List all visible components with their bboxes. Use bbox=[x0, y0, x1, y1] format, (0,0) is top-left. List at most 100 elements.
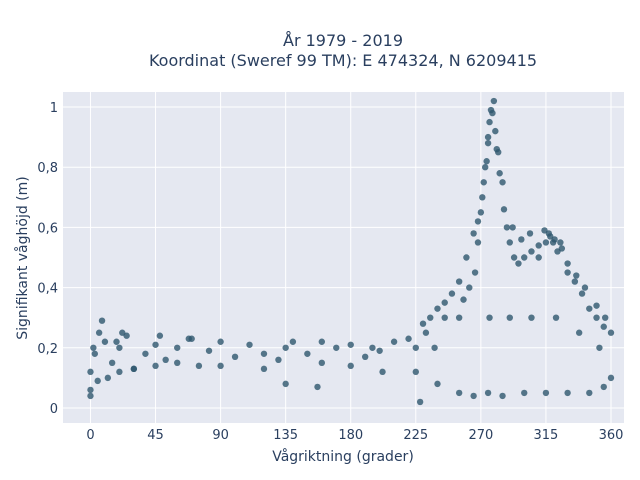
data-point bbox=[571, 278, 579, 285]
data-point bbox=[87, 386, 94, 394]
data-point bbox=[113, 338, 120, 345]
data-point bbox=[116, 344, 123, 351]
data-point bbox=[116, 368, 123, 376]
data-point bbox=[390, 338, 398, 345]
data-point bbox=[376, 347, 383, 354]
data-point bbox=[509, 224, 516, 231]
data-point bbox=[490, 97, 498, 105]
data-point bbox=[573, 272, 580, 279]
data-point bbox=[94, 377, 101, 385]
data-point bbox=[600, 383, 607, 391]
data-point bbox=[87, 368, 94, 376]
data-point bbox=[304, 350, 311, 357]
data-point bbox=[379, 368, 386, 376]
data-point bbox=[474, 239, 482, 246]
y-tick-labels: 0 0,2 0,4 0,6 0,8 1 bbox=[37, 101, 58, 417]
data-point bbox=[282, 380, 289, 388]
data-point bbox=[463, 254, 470, 261]
data-point bbox=[506, 239, 513, 246]
data-point bbox=[217, 338, 224, 345]
data-point bbox=[108, 359, 116, 367]
y-tick-label: 0,8 bbox=[37, 161, 58, 176]
data-point bbox=[586, 305, 593, 312]
data-point bbox=[289, 338, 297, 345]
data-point bbox=[535, 254, 542, 261]
data-point bbox=[496, 170, 503, 177]
y-tick-label: 1 bbox=[50, 101, 58, 116]
data-point bbox=[545, 230, 553, 237]
data-point bbox=[195, 362, 203, 370]
data-point bbox=[558, 245, 566, 252]
data-point bbox=[542, 239, 550, 246]
chart-title-line2: Koordinat (Sweref 99 TM): E 474324, N 62… bbox=[149, 51, 537, 70]
data-point bbox=[564, 260, 571, 267]
data-point bbox=[552, 314, 560, 321]
data-point bbox=[98, 317, 106, 324]
data-point bbox=[347, 362, 354, 370]
data-point bbox=[142, 350, 149, 357]
data-point bbox=[260, 350, 268, 357]
data-point bbox=[607, 329, 615, 336]
data-point bbox=[412, 368, 419, 376]
data-point bbox=[515, 260, 522, 267]
x-tick-labels: 0 45 90 135 180 225 270 315 360 bbox=[86, 428, 623, 443]
grid-lines bbox=[63, 92, 624, 423]
data-point bbox=[499, 179, 506, 186]
data-point bbox=[130, 365, 138, 373]
data-point bbox=[484, 139, 492, 147]
data-point bbox=[487, 106, 495, 114]
data-point bbox=[333, 344, 340, 351]
data-point bbox=[419, 320, 427, 327]
data-point bbox=[448, 290, 456, 297]
data-point bbox=[564, 269, 571, 276]
x-tick-label: 360 bbox=[599, 428, 624, 443]
data-point bbox=[593, 302, 600, 309]
x-tick-label: 90 bbox=[212, 428, 229, 443]
data-point bbox=[506, 314, 513, 321]
x-tick-label: 315 bbox=[534, 428, 559, 443]
data-point bbox=[607, 374, 615, 382]
chart-title-line1: År 1979 - 2019 bbox=[283, 31, 403, 50]
data-point bbox=[231, 353, 239, 360]
data-point bbox=[510, 254, 518, 261]
data-point bbox=[518, 236, 525, 243]
data-point bbox=[575, 329, 583, 336]
x-tick-label: 270 bbox=[468, 428, 493, 443]
data-point bbox=[455, 389, 463, 397]
data-point bbox=[480, 179, 487, 186]
data-point bbox=[484, 389, 492, 397]
data-point bbox=[526, 230, 534, 237]
data-point bbox=[486, 118, 493, 126]
y-axis-title: Signifikant våghöjd (m) bbox=[14, 176, 31, 339]
y-tick-label: 0,4 bbox=[37, 282, 58, 297]
data-point bbox=[593, 314, 600, 321]
data-point bbox=[466, 284, 473, 291]
data-point bbox=[95, 329, 103, 336]
data-point bbox=[174, 359, 181, 367]
data-point bbox=[152, 362, 159, 370]
data-point bbox=[470, 392, 477, 400]
data-point bbox=[492, 127, 499, 135]
x-tick-label: 0 bbox=[86, 428, 94, 443]
data-point bbox=[87, 392, 94, 400]
x-tick-label: 180 bbox=[338, 428, 363, 443]
data-point bbox=[405, 335, 412, 342]
data-point bbox=[596, 344, 603, 351]
data-point bbox=[104, 374, 112, 382]
data-point bbox=[205, 347, 213, 354]
data-point bbox=[152, 341, 159, 348]
data-point bbox=[581, 284, 589, 291]
data-point bbox=[600, 323, 607, 330]
data-point bbox=[434, 305, 441, 312]
data-point bbox=[471, 269, 479, 276]
data-point bbox=[416, 398, 424, 406]
data-point bbox=[156, 332, 164, 339]
data-point bbox=[101, 338, 109, 345]
y-tick-label: 0,2 bbox=[37, 342, 58, 357]
data-point bbox=[535, 242, 542, 249]
data-point bbox=[314, 383, 321, 391]
data-point bbox=[412, 344, 419, 351]
data-point bbox=[528, 314, 535, 321]
data-point bbox=[602, 314, 609, 321]
data-point bbox=[90, 344, 97, 351]
